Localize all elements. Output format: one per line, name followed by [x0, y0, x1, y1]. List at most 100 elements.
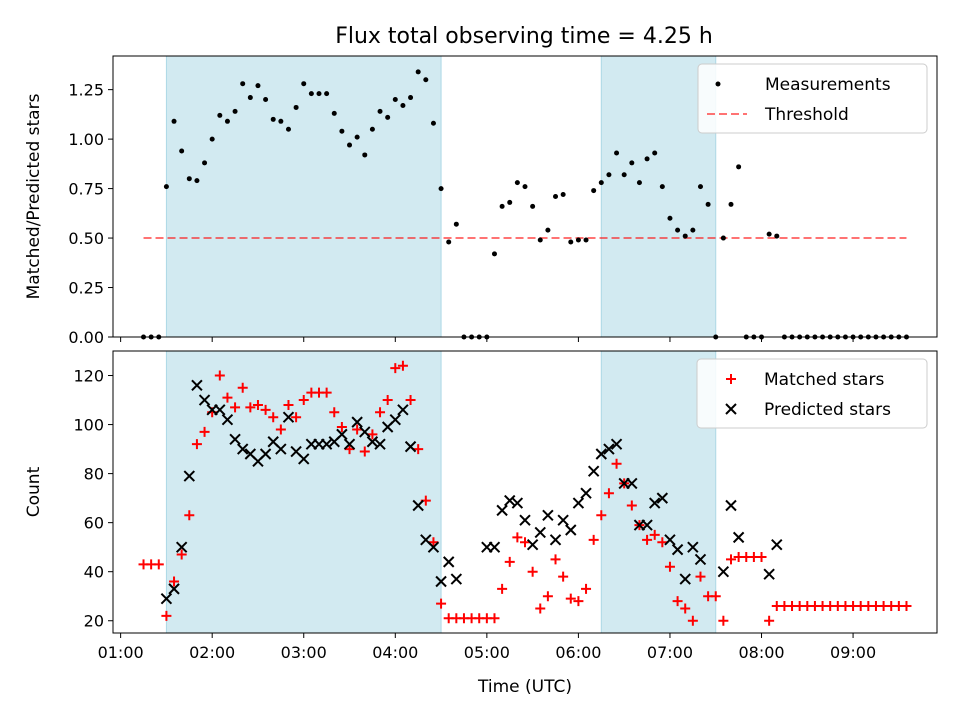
predicted-point [351, 416, 363, 428]
y-tick-label: 120 [73, 367, 104, 386]
measurement-point [255, 83, 261, 89]
predicted-point [236, 443, 249, 455]
measurement-point [682, 233, 688, 239]
matched-point [375, 407, 386, 418]
measurement-point [736, 164, 742, 170]
predicted-point [694, 553, 707, 566]
x-tick-label: 05:00 [464, 643, 510, 662]
x-tick-label: 04:00 [372, 643, 418, 662]
measurement-point [606, 172, 612, 178]
matched-point [718, 615, 729, 626]
matched-point [657, 537, 668, 548]
measurement-point [553, 194, 559, 199]
legend-matched-marker [726, 374, 736, 384]
x-tick-label: 09:00 [830, 643, 876, 662]
predicted-point [214, 404, 226, 416]
measurement-point [446, 239, 452, 245]
predicted-point [679, 573, 691, 585]
matched-point [390, 363, 401, 374]
measurement-point [499, 203, 505, 209]
measurement-point [514, 180, 520, 186]
measurement-point [530, 203, 536, 209]
measurement-point [224, 118, 230, 124]
matched-point [359, 446, 370, 457]
predicted-point [435, 575, 447, 588]
predicted-point [557, 514, 569, 526]
matched-point [199, 426, 210, 437]
predicted-point [397, 404, 409, 416]
predicted-point [526, 539, 539, 551]
measurement-point [560, 192, 566, 198]
matched-point [268, 412, 279, 423]
matched-point [626, 500, 637, 511]
matched-point [245, 402, 256, 413]
matched-point [672, 596, 683, 607]
measurement-point [423, 77, 429, 83]
matched-point [283, 399, 294, 410]
measurement-point [285, 126, 291, 132]
measurement-point [179, 148, 185, 154]
predicted-point [664, 534, 676, 546]
matched-point [329, 407, 340, 418]
bottom-y-axis-label: Count [24, 466, 44, 517]
matched-point [344, 444, 355, 455]
chart-title: Flux total observing time = 4.25 h [335, 24, 713, 49]
measurement-point [339, 128, 345, 134]
matched-point [169, 576, 180, 587]
legend-label: Matched stars [764, 370, 884, 390]
predicted-point [183, 470, 196, 482]
ratio-panel: 0.00 0.25 0.50 0.75 1.00 1.25 Matched/Predicte… [24, 55, 938, 347]
legend-predicted-marker [725, 403, 737, 415]
y-tick-label: 0.50 [68, 229, 104, 248]
matched-point [397, 360, 408, 371]
measurement-point [690, 227, 696, 233]
matched-point [581, 583, 592, 594]
predicted-point [725, 499, 737, 512]
x-tick-label: 07:00 [647, 643, 693, 662]
y-tick-label: 1.25 [68, 81, 104, 100]
matched-point [298, 395, 309, 406]
predicted-point [572, 497, 585, 509]
measurement-point [636, 180, 642, 186]
matched-point [764, 615, 775, 626]
legend-measurement-marker [715, 81, 721, 87]
top-legend: Measurements Threshold [697, 63, 928, 134]
matched-point [680, 603, 691, 614]
legend-label: Threshold [764, 105, 849, 125]
legend-box [697, 63, 928, 134]
measurement-point [385, 114, 391, 120]
observing-interval-1 [165, 55, 442, 338]
measurement-point [621, 172, 627, 178]
matched-point [901, 601, 912, 612]
predicted-point [771, 539, 783, 551]
matched-point [336, 422, 347, 433]
matched-point [573, 596, 584, 607]
predicted-point [282, 411, 295, 423]
predicted-point [366, 436, 379, 448]
predicted-point [656, 492, 669, 504]
matched-point [710, 591, 721, 602]
legend-label: Predicted stars [764, 400, 891, 420]
measurement-point [415, 69, 421, 75]
predicted-point [488, 541, 501, 553]
matched-point [527, 566, 538, 577]
predicted-point [587, 465, 600, 477]
measurement-point [301, 81, 307, 87]
measurement-point [377, 108, 383, 114]
y-tick-label: 60 [84, 514, 104, 533]
matched-point [191, 439, 202, 450]
measurement-point [171, 118, 177, 124]
measurement-point [247, 95, 253, 101]
measurement-point [537, 237, 543, 243]
matched-point [497, 583, 508, 594]
x-tick-label: 03:00 [281, 643, 327, 662]
predicted-point [336, 428, 348, 441]
matched-point [214, 370, 225, 381]
matched-point [565, 593, 576, 604]
matched-point [184, 510, 195, 521]
predicted-point [732, 531, 745, 544]
predicted-point [511, 497, 524, 509]
matched-point [275, 424, 286, 435]
measurement-point [163, 184, 169, 190]
